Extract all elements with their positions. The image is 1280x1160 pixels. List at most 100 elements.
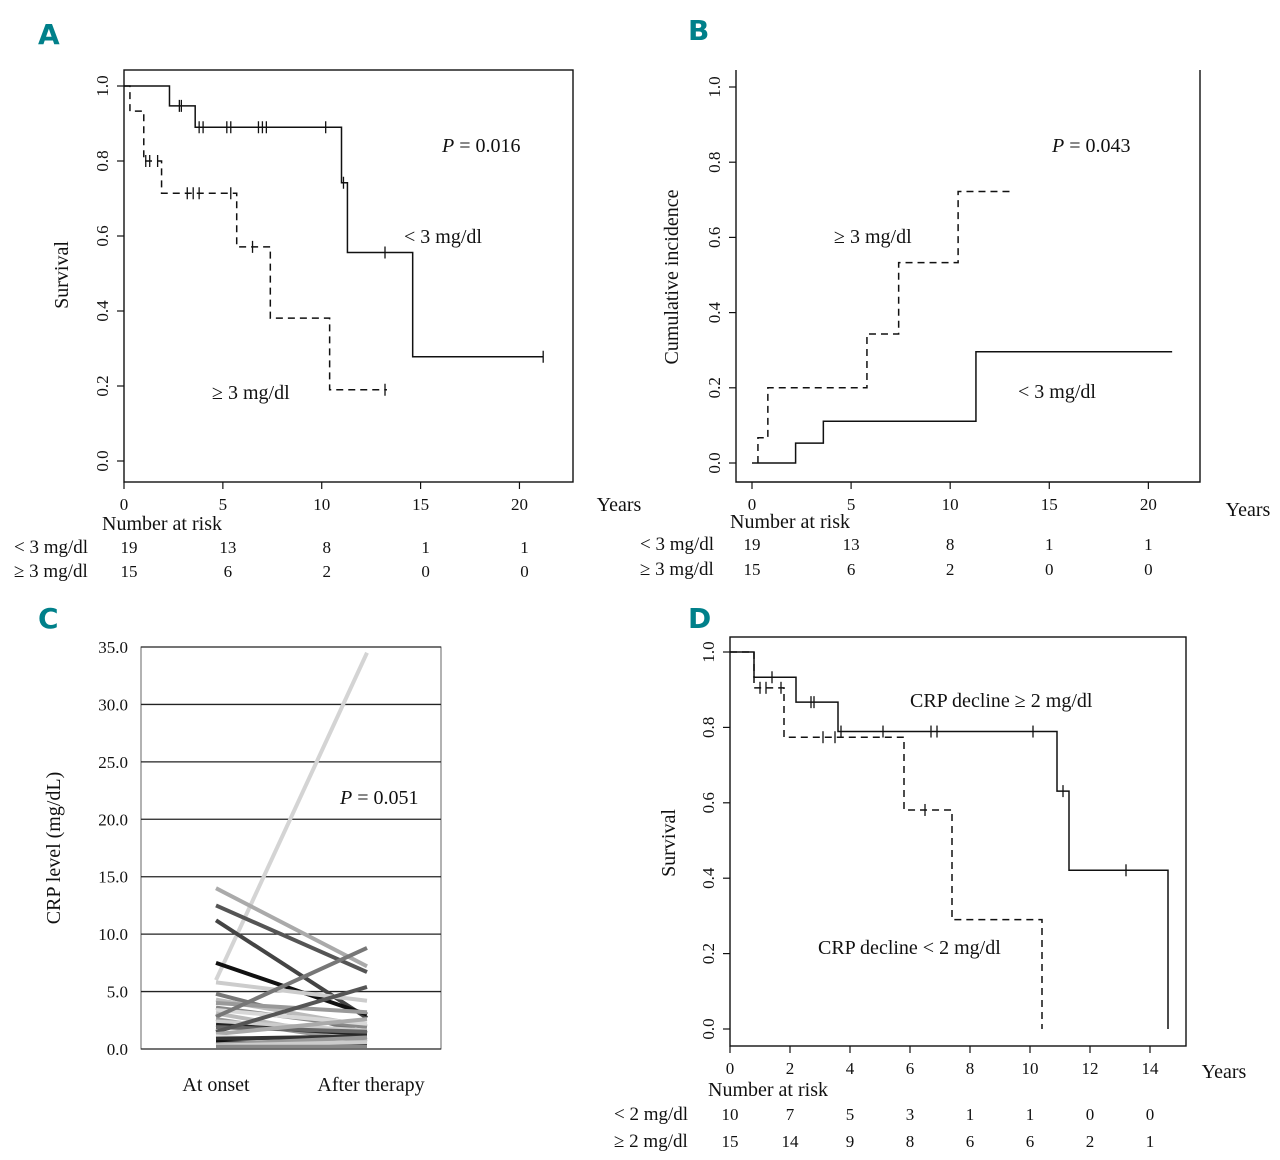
risk-row-label: ≥ 3 mg/dl xyxy=(640,559,714,580)
x-tick-label: 6 xyxy=(906,1059,915,1078)
p-value-number: = 0.051 xyxy=(352,787,418,809)
risk-table-title: Number at risk xyxy=(730,511,850,533)
y-tick-label: 0.4 xyxy=(93,300,112,322)
risk-count: 6 xyxy=(1026,1132,1035,1151)
series-line-dashed xyxy=(757,190,1010,463)
risk-row-label: < 2 mg/dl xyxy=(614,1104,688,1125)
panel-a: 0.00.20.40.60.81.00 5 10 15 20 YearsSurvival<… xyxy=(14,69,642,582)
risk-count: 1 xyxy=(520,538,529,557)
panel-label-c: C xyxy=(38,602,59,635)
x-tick-label: 5 xyxy=(219,495,228,514)
risk-count: 13 xyxy=(843,535,860,554)
panel-b: 0.00.20.40.60.81.00 5 10 15 20 YearsCumulativ… xyxy=(640,70,1271,580)
x-tick-label: 5 xyxy=(847,495,856,514)
group-annotation: ≥ 3 mg/dl xyxy=(834,226,912,248)
risk-row-label: < 3 mg/dl xyxy=(14,537,88,558)
risk-count: 6 xyxy=(847,560,856,579)
x-tick-label: 15 xyxy=(412,495,429,514)
risk-count: 0 xyxy=(520,562,529,581)
y-tick-label: 0.8 xyxy=(93,150,112,171)
risk-count: 1 xyxy=(1026,1105,1035,1124)
group-annotation: < 3 mg/dl xyxy=(1018,381,1096,403)
risk-count: 6 xyxy=(224,562,233,581)
group-annotation: CRP decline < 2 mg/dl xyxy=(818,937,1001,959)
x-tick-label: 20 xyxy=(511,495,528,514)
y-tick-label: 0.2 xyxy=(93,375,112,396)
plot-frame xyxy=(123,69,574,483)
risk-count: 19 xyxy=(121,538,138,557)
patient-line xyxy=(215,960,368,1017)
plot-frame xyxy=(735,70,1201,483)
risk-count: 9 xyxy=(846,1132,855,1151)
p-value-symbol: P xyxy=(441,135,454,157)
patient-line xyxy=(215,985,368,1034)
y-tick-label: 0.4 xyxy=(705,301,724,323)
x-tick-label: 8 xyxy=(966,1059,975,1078)
risk-count: 2 xyxy=(1086,1132,1095,1151)
risk-count: 8 xyxy=(906,1132,915,1151)
x-tick-label: 2 xyxy=(786,1059,795,1078)
group-annotation: CRP decline ≥ 2 mg/dl xyxy=(910,690,1093,712)
risk-count: 0 xyxy=(1146,1105,1155,1124)
patient-line xyxy=(215,946,368,1019)
risk-table-title: Number at risk xyxy=(708,1079,828,1101)
risk-count: 7 xyxy=(786,1105,795,1124)
x-axis-label: Years xyxy=(597,494,642,516)
risk-count: 15 xyxy=(744,560,761,579)
risk-count: 6 xyxy=(966,1132,975,1151)
risk-count: 2 xyxy=(322,562,331,581)
risk-count: 13 xyxy=(219,538,236,557)
x-tick-label: 10 xyxy=(942,495,959,514)
y-tick-label: 5.0 xyxy=(107,983,128,1002)
risk-count: 8 xyxy=(946,535,955,554)
y-axis-label: Survival xyxy=(658,809,680,877)
risk-count: 1 xyxy=(1146,1132,1155,1151)
group-annotation: ≥ 3 mg/dl xyxy=(212,382,290,404)
risk-count: 5 xyxy=(846,1105,855,1124)
y-tick-label: 0.6 xyxy=(699,792,718,813)
panel-d: 0.00.20.40.60.81.00 2 4 6 8 10 12 14 YearsSurviv… xyxy=(614,636,1247,1152)
category-label: At onset xyxy=(182,1074,250,1096)
series-line-solid xyxy=(124,85,544,358)
risk-count: 0 xyxy=(1045,560,1054,579)
p-value: P = 0.051 xyxy=(339,787,419,809)
patient-line xyxy=(214,918,369,1020)
panel-c: 0.0 5.0 10.0 15.0 20.0 25.0 30.0 35.0 CRP level … xyxy=(43,638,442,1096)
patient-line xyxy=(215,980,368,1003)
risk-count: 1 xyxy=(966,1105,975,1124)
y-tick-label: 1.0 xyxy=(93,75,112,96)
category-label: After therapy xyxy=(317,1074,424,1096)
y-tick-label: 0.0 xyxy=(93,450,112,471)
y-tick-label: 20.0 xyxy=(98,810,128,829)
x-tick-label: 10 xyxy=(313,495,330,514)
risk-count: 19 xyxy=(744,535,761,554)
y-axis-label: Survival xyxy=(51,241,73,309)
y-tick-label: 10.0 xyxy=(98,925,128,944)
risk-count: 14 xyxy=(782,1132,800,1151)
risk-table-title: Number at risk xyxy=(102,513,222,535)
y-tick-label: 0.6 xyxy=(705,227,724,248)
y-axis-label: CRP level (mg/dL) xyxy=(43,772,65,925)
patient-line xyxy=(215,1017,368,1037)
x-tick-label: 15 xyxy=(1041,495,1058,514)
y-tick-label: 35.0 xyxy=(98,638,128,657)
risk-count: 10 xyxy=(722,1105,739,1124)
y-tick-label: 30.0 xyxy=(98,695,128,714)
y-tick-label: 0.0 xyxy=(107,1040,128,1059)
y-axis-label: Cumulative incidence xyxy=(661,189,683,364)
p-value-number: = 0.043 xyxy=(1064,135,1130,157)
risk-count: 3 xyxy=(906,1105,915,1124)
y-tick-label: 1.0 xyxy=(699,641,718,662)
risk-count: 0 xyxy=(1144,560,1153,579)
y-tick-label: 0.0 xyxy=(705,452,724,473)
risk-row-label: < 3 mg/dl xyxy=(640,534,714,555)
patient-line xyxy=(214,651,369,981)
risk-count: 15 xyxy=(722,1132,739,1151)
y-tick-label: 0.8 xyxy=(699,717,718,738)
y-tick-label: 0.2 xyxy=(705,377,724,398)
group-annotation: < 3 mg/dl xyxy=(404,226,482,248)
x-axis-label: Years xyxy=(1226,499,1271,521)
risk-count: 15 xyxy=(121,562,138,581)
x-tick-label: 0 xyxy=(748,495,757,514)
